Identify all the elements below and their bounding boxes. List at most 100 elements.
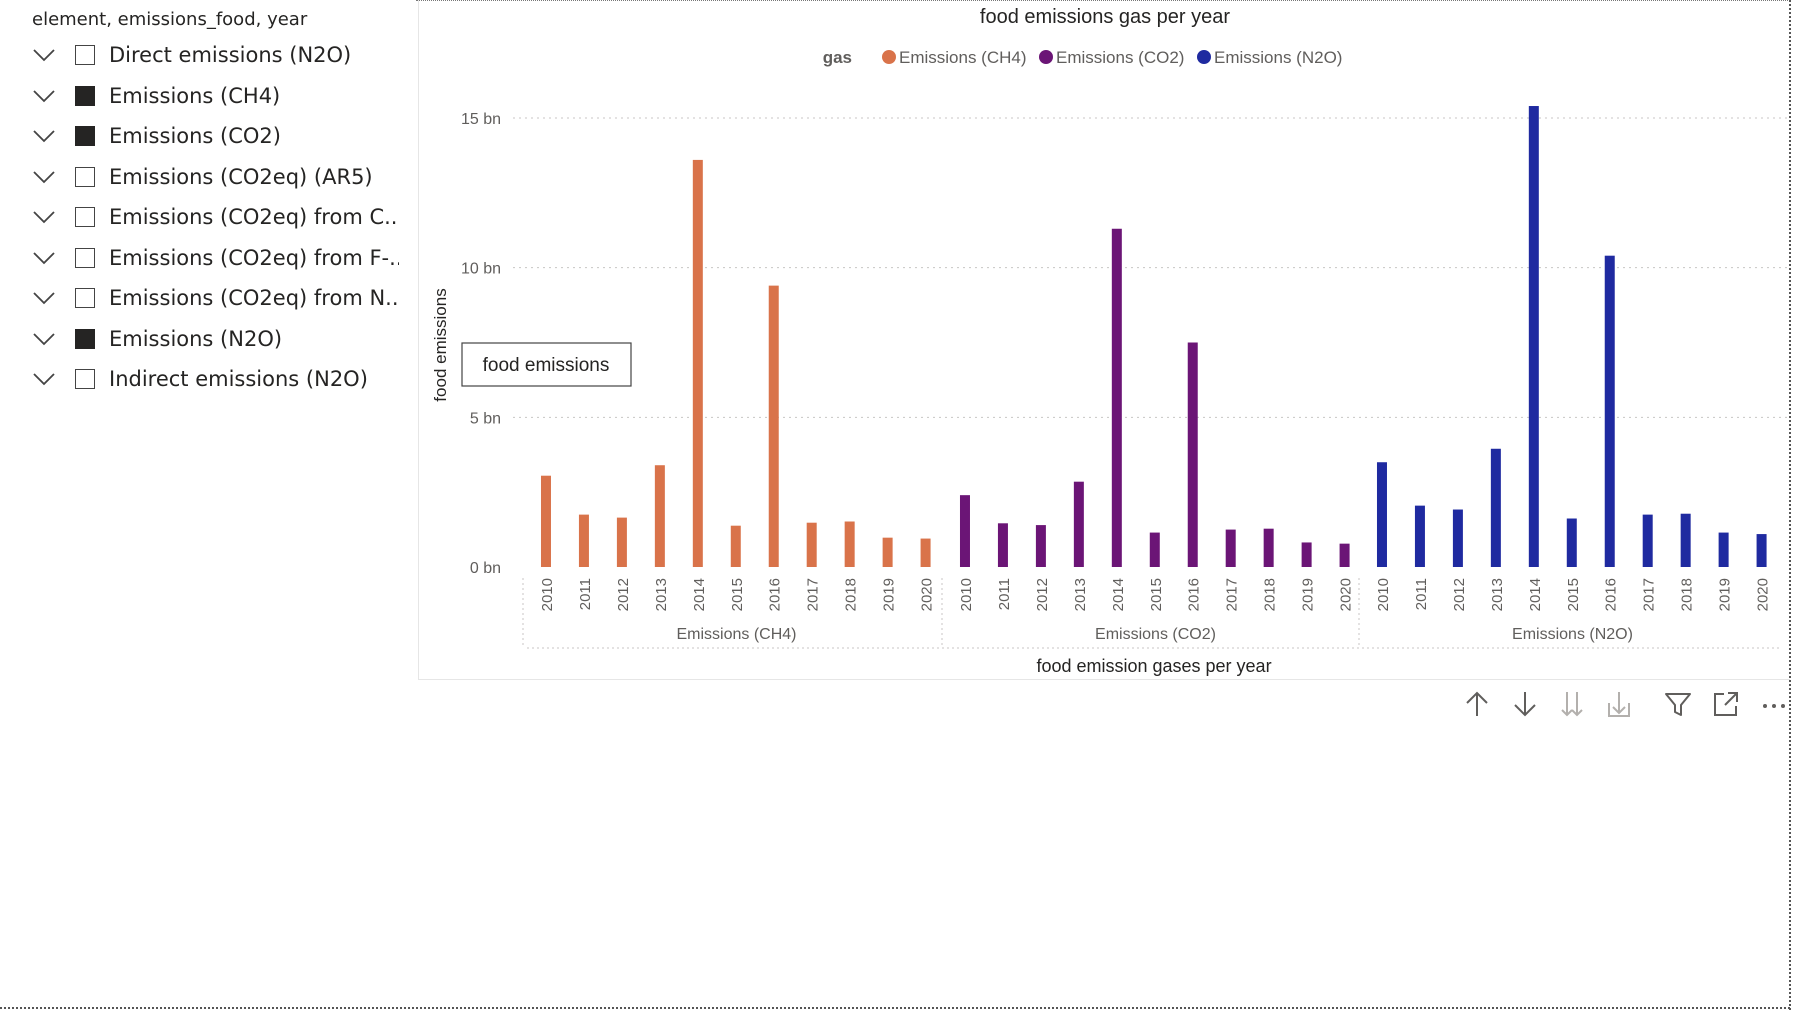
bar [1452,509,1463,567]
x-tick-label: 2010 [958,578,975,611]
chevron-down-icon[interactable] [30,206,58,228]
x-group-label: Emissions (CH4) [676,626,796,643]
more-options-button[interactable] [1756,686,1792,722]
legend-marker [1197,50,1211,64]
slicer-checkbox[interactable] [75,45,95,66]
slicer-item[interactable]: Emissions (CH4) [28,76,416,117]
chevron-down-icon[interactable] [30,85,58,107]
chevron-down-icon[interactable] [30,287,58,309]
x-tick-label: 2014 [691,578,708,611]
slicer-item-label: Indirect emissions (N2O) [109,367,368,392]
x-tick-label: 2016 [1603,578,1620,611]
x-tick-label: 2016 [1186,578,1203,611]
x-tick-label: 2017 [1641,578,1658,611]
slicer-checkbox[interactable] [75,328,95,349]
y-tick-label: 10 bn [461,261,501,278]
chevron-down-icon[interactable] [30,44,58,66]
slicer-item[interactable]: Emissions (CO2) [28,116,416,157]
bar [806,522,817,567]
slicer-checkbox[interactable] [75,288,95,309]
y-tick-label: 15 bn [461,111,501,128]
legend-title: gas [823,48,852,67]
slicer-item[interactable]: Emissions (CO2eq) from F-... [28,238,416,279]
clustered-bar-chart: food emissions gas per year gas Emissions … [431,6,1791,676]
x-tick-label: 2011 [996,578,1013,610]
x-tick-label: 2012 [615,578,632,611]
slicer-checkbox[interactable] [75,369,95,390]
slicer-checkbox[interactable] [75,126,95,147]
double-arrow-down-icon [1561,692,1583,717]
slicer-item[interactable]: Direct emissions (N2O) [28,35,416,76]
y-tick-label: 5 bn [470,410,501,427]
bar [1642,514,1653,567]
next-level-button[interactable] [1554,686,1590,722]
text-box [461,342,632,387]
bar [1339,543,1350,567]
x-tick-label: 2019 [1717,578,1734,611]
slicer-item[interactable]: Indirect emissions (N2O) [28,359,416,400]
bar [1073,481,1084,567]
x-tick-label: 2012 [1034,578,1051,611]
expand-hierarchy-icon [1608,692,1630,717]
x-tick-label: 2013 [1489,578,1506,611]
bar [692,159,703,567]
focus-mode-button[interactable] [1708,686,1744,722]
x-tick-label: 2015 [1565,578,1582,611]
bar [768,285,779,567]
slicer-item-label: Emissions (N2O) [109,326,283,351]
chevron-down-icon[interactable] [30,328,58,350]
bar [1490,448,1501,567]
slicer-checkbox[interactable] [75,85,95,106]
slicer-item-label: Emissions (CH4) [109,83,281,108]
bar [1680,513,1691,567]
bar [1756,534,1767,567]
bar [578,514,589,567]
drill-down-button[interactable] [1507,686,1543,722]
chart-visual[interactable]: food emissions gas per year gas Emissions … [418,0,1791,680]
slicer-item-label: Emissions (CO2eq) from F-... [109,245,399,270]
chevron-down-icon[interactable] [30,368,58,390]
expand-hierarchy-button[interactable] [1601,686,1637,722]
more-options-icon [1763,704,1785,708]
x-tick-label: 2013 [1072,578,1089,611]
slicer-item[interactable]: Emissions (CO2eq) (AR5) [28,157,416,198]
text-box-label: food emissions [483,355,610,376]
slicer-item[interactable]: Emissions (CO2eq) from C... [28,197,416,238]
drill-up-button[interactable] [1459,686,1495,722]
slicer-checkbox[interactable] [75,247,95,268]
bar [1301,542,1312,567]
chevron-down-icon[interactable] [30,247,58,269]
x-tick-label: 2020 [919,578,936,611]
x-tick-label: 2017 [805,578,822,611]
bar [1263,528,1274,567]
x-axis-title: food emission gases per year [1036,656,1271,676]
focus-mode-icon [1714,692,1738,716]
report-bottom-border [0,1007,1790,1009]
report-top-border [416,0,1790,1]
bar [959,495,970,567]
slicer-checkbox[interactable] [75,207,95,228]
x-tick-label: 2012 [1451,578,1468,611]
x-tick-label: 2011 [1413,578,1430,610]
arrow-up-icon [1466,691,1488,716]
arrow-down-icon [1514,692,1536,717]
slicer-item-label: Emissions (CO2eq) from N... [109,286,399,311]
filter-button[interactable] [1660,686,1696,722]
slicer-item-label: Emissions (CO2eq) from C... [109,205,399,230]
x-tick-label: 2015 [729,578,746,611]
x-tick-label: 2014 [1110,578,1127,611]
x-tick-label: 2020 [1755,578,1772,611]
bar [1225,529,1236,567]
report-right-border [1789,0,1791,1010]
y-tick-label: 0 bn [470,560,501,577]
bar [540,475,551,567]
chevron-down-icon[interactable] [30,166,58,188]
bar [1376,462,1387,567]
legend-item: Emissions (CH4) [899,48,1027,67]
slicer-item[interactable]: Emissions (N2O) [28,319,416,360]
slicer-item[interactable]: Emissions (CO2eq) from N... [28,278,416,319]
x-tick-label: 2014 [1527,578,1544,611]
chevron-down-icon[interactable] [30,125,58,147]
slicer-checkbox[interactable] [75,166,95,187]
bar [616,517,627,567]
